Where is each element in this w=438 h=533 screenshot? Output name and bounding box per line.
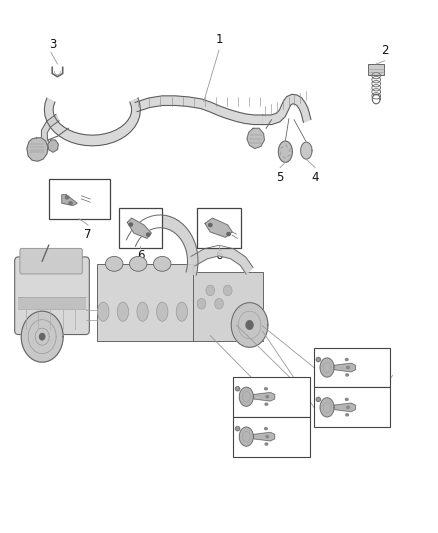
Polygon shape	[129, 223, 133, 226]
Polygon shape	[44, 98, 141, 146]
Circle shape	[206, 285, 215, 296]
Polygon shape	[263, 94, 311, 125]
Polygon shape	[235, 426, 240, 431]
Polygon shape	[231, 303, 268, 348]
Polygon shape	[69, 201, 72, 205]
Polygon shape	[253, 392, 275, 401]
Circle shape	[197, 298, 206, 309]
Polygon shape	[347, 367, 350, 368]
Ellipse shape	[137, 302, 148, 321]
Text: 6: 6	[137, 249, 144, 262]
Bar	[233, 417, 310, 457]
Text: 6: 6	[215, 249, 223, 262]
Ellipse shape	[106, 256, 123, 271]
Text: 2: 2	[381, 44, 389, 56]
Ellipse shape	[176, 302, 187, 321]
Polygon shape	[147, 233, 150, 236]
Polygon shape	[279, 141, 292, 162]
Polygon shape	[227, 232, 230, 236]
Polygon shape	[239, 387, 253, 406]
Polygon shape	[65, 196, 69, 199]
Polygon shape	[334, 364, 356, 372]
Polygon shape	[127, 218, 151, 238]
Circle shape	[223, 285, 232, 296]
Bar	[193, 272, 263, 341]
Polygon shape	[266, 395, 268, 398]
Polygon shape	[346, 374, 349, 376]
Polygon shape	[265, 443, 268, 445]
Polygon shape	[265, 427, 267, 430]
Polygon shape	[127, 215, 198, 275]
Polygon shape	[253, 432, 275, 441]
Ellipse shape	[153, 256, 171, 271]
Bar	[18, 297, 86, 309]
Bar	[314, 348, 390, 387]
Bar	[119, 208, 162, 248]
Polygon shape	[320, 398, 334, 417]
Text: 4: 4	[311, 171, 319, 184]
Polygon shape	[191, 245, 253, 274]
Polygon shape	[62, 195, 77, 205]
Polygon shape	[347, 406, 350, 408]
Bar	[49, 179, 110, 219]
Polygon shape	[239, 427, 253, 446]
Polygon shape	[39, 334, 45, 340]
Bar	[197, 208, 241, 248]
Ellipse shape	[156, 302, 168, 321]
Polygon shape	[247, 128, 265, 149]
Polygon shape	[346, 414, 349, 416]
Polygon shape	[316, 397, 321, 401]
Polygon shape	[246, 321, 253, 329]
Bar	[368, 64, 384, 75]
Bar	[233, 377, 310, 417]
Polygon shape	[205, 218, 232, 237]
Polygon shape	[266, 435, 268, 438]
Text: 1: 1	[215, 33, 223, 46]
Polygon shape	[316, 358, 321, 362]
Text: 8: 8	[381, 390, 389, 403]
Circle shape	[215, 298, 223, 309]
Polygon shape	[135, 96, 263, 125]
Polygon shape	[235, 386, 240, 391]
Polygon shape	[208, 223, 212, 227]
Text: 3: 3	[49, 38, 57, 51]
Polygon shape	[27, 138, 48, 161]
Polygon shape	[21, 311, 63, 362]
FancyBboxPatch shape	[14, 257, 89, 335]
Polygon shape	[265, 403, 268, 405]
FancyBboxPatch shape	[20, 248, 82, 274]
Polygon shape	[48, 140, 58, 152]
Polygon shape	[320, 358, 334, 377]
Polygon shape	[334, 403, 356, 411]
Polygon shape	[265, 387, 267, 390]
Bar	[314, 387, 390, 427]
Polygon shape	[300, 142, 312, 159]
Text: 5: 5	[276, 171, 284, 184]
Bar	[97, 264, 193, 341]
Ellipse shape	[130, 256, 147, 271]
Ellipse shape	[117, 302, 129, 321]
Text: 7: 7	[84, 228, 92, 241]
Polygon shape	[346, 398, 348, 400]
Polygon shape	[41, 115, 59, 152]
Ellipse shape	[98, 302, 109, 321]
Text: 9: 9	[259, 435, 266, 448]
Polygon shape	[346, 359, 348, 361]
